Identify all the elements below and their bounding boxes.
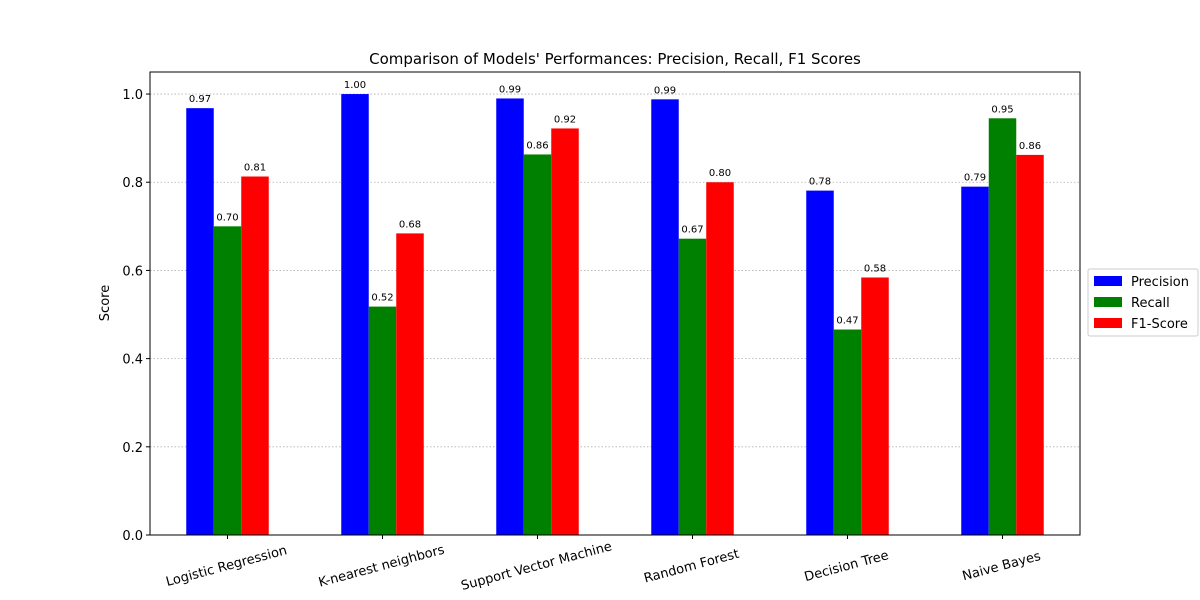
bar-recall-6 [988,118,1017,536]
data-label: 0.78 [809,177,831,188]
data-label: 0.70 [216,212,238,223]
legend-label: F1-Score [1131,317,1188,332]
data-label: 0.97 [189,94,211,105]
y-tick-label: 0.2 [122,441,143,456]
data-label: 0.52 [371,293,393,304]
legend-label: Recall [1131,296,1170,311]
x-axis: Logistic Regression K-nearest neighbors Su… [164,535,1043,594]
data-label: 0.79 [964,173,986,184]
legend-swatch-recall [1094,297,1122,307]
data-label: 0.80 [709,168,731,179]
y-tick-label: 0.8 [122,176,143,191]
legend-swatch-precision [1094,276,1122,286]
y-axis-label: Score [98,285,113,321]
bar-precision-3 [496,98,524,535]
y-tick-label: 0.0 [122,529,143,544]
bar-precision-6 [961,186,989,535]
plot-frame [149,71,1081,536]
bar-f1-score-1 [241,176,269,535]
chart-title: Comparison of Models' Performances: Prec… [369,50,861,68]
data-label: 0.58 [864,263,886,274]
legend-label: Precision [1131,275,1189,290]
bar-precision-5 [806,190,834,535]
bars [186,94,1044,536]
data-label: 0.99 [499,84,521,95]
data-label: 0.67 [681,225,703,236]
x-tick-label: Naive Bayes [961,549,1043,584]
y-tick-label: 0.4 [122,353,143,368]
bar-recall-5 [833,329,862,535]
data-label: 0.47 [836,316,858,327]
data-label: 0.68 [399,219,421,230]
data-label: 0.86 [526,140,548,151]
data-labels: 0.97 0.70 0.81 1.00 0.52 0.68 0.99 0.86 0.92 0.99… [189,80,1041,326]
bar-precision-1 [186,108,214,536]
bar-f1-score-3 [551,128,579,536]
legend: Precision Recall F1-Score [1087,268,1199,337]
x-tick-label: Decision Tree [803,548,891,585]
bar-f1-score-2 [396,233,424,536]
grid-lines [150,93,1080,536]
bar-precision-4 [651,99,679,535]
data-label: 0.95 [991,104,1013,115]
data-label: 1.00 [344,80,366,91]
bar-precision-2 [341,94,369,536]
bar-recall-2 [368,306,397,535]
bar-recall-3 [523,154,552,535]
x-tick-label: Support Vector Machine [460,539,614,594]
bar-f1-score-6 [1016,154,1044,535]
y-tick-label: 0.6 [122,264,143,279]
data-label: 0.81 [244,163,266,174]
x-tick-label: K-nearest neighbors [317,543,446,591]
data-label: 0.92 [554,114,576,125]
y-axis: 0.0 0.2 0.4 0.6 0.8 1.0 [122,88,150,544]
bar-f1-score-5 [861,277,889,535]
bar-recall-4 [678,238,707,535]
legend-swatch-f1-score [1094,318,1122,328]
x-tick-label: Random Forest [642,547,740,587]
y-tick-label: 1.0 [122,88,143,103]
bar-recall-1 [213,226,242,536]
x-tick-label: Logistic Regression [164,543,288,590]
data-label: 0.99 [654,85,676,96]
data-label: 0.86 [1019,141,1041,152]
bar-f1-score-4 [706,182,734,535]
